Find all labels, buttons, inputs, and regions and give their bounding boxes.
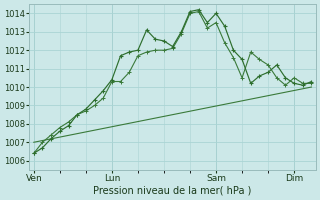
X-axis label: Pression niveau de la mer( hPa ): Pression niveau de la mer( hPa ) bbox=[93, 186, 252, 196]
